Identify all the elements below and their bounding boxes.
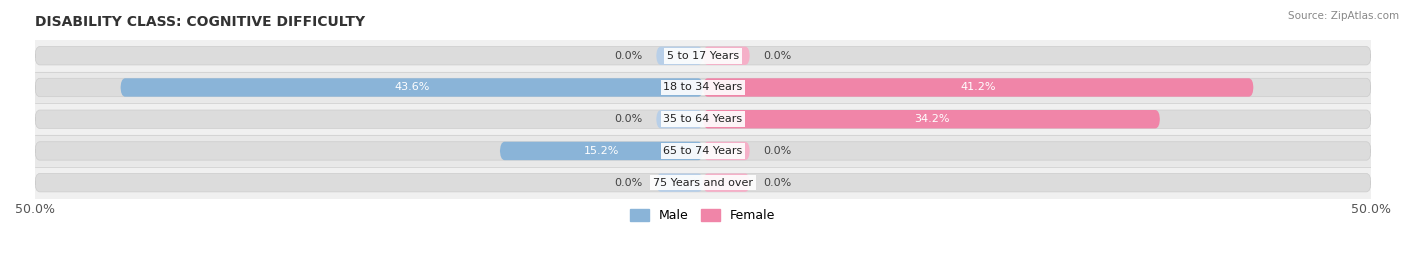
FancyBboxPatch shape [35, 78, 1371, 97]
FancyBboxPatch shape [35, 47, 1371, 65]
FancyBboxPatch shape [703, 110, 1160, 128]
FancyBboxPatch shape [35, 142, 1371, 160]
Bar [35, 103, 1371, 135]
Text: 0.0%: 0.0% [763, 51, 792, 61]
Text: 43.6%: 43.6% [394, 83, 429, 93]
Text: 5 to 17 Years: 5 to 17 Years [666, 51, 740, 61]
FancyBboxPatch shape [35, 174, 1371, 192]
Bar [35, 135, 1371, 167]
Text: 0.0%: 0.0% [614, 114, 643, 124]
Text: 65 to 74 Years: 65 to 74 Years [664, 146, 742, 156]
Text: 18 to 34 Years: 18 to 34 Years [664, 83, 742, 93]
FancyBboxPatch shape [657, 110, 703, 128]
Bar [35, 72, 1371, 103]
Text: 0.0%: 0.0% [614, 178, 643, 188]
FancyBboxPatch shape [657, 174, 703, 192]
Bar [35, 40, 1371, 72]
Text: 34.2%: 34.2% [914, 114, 949, 124]
Text: Source: ZipAtlas.com: Source: ZipAtlas.com [1288, 11, 1399, 21]
FancyBboxPatch shape [35, 110, 1371, 128]
FancyBboxPatch shape [703, 78, 1253, 97]
FancyBboxPatch shape [501, 142, 703, 160]
FancyBboxPatch shape [703, 47, 749, 65]
FancyBboxPatch shape [703, 174, 749, 192]
Text: 15.2%: 15.2% [583, 146, 619, 156]
Legend: Male, Female: Male, Female [626, 204, 780, 227]
Text: 0.0%: 0.0% [763, 178, 792, 188]
Text: 0.0%: 0.0% [614, 51, 643, 61]
Bar [35, 167, 1371, 199]
Text: 35 to 64 Years: 35 to 64 Years [664, 114, 742, 124]
Text: 75 Years and over: 75 Years and over [652, 178, 754, 188]
FancyBboxPatch shape [657, 47, 703, 65]
FancyBboxPatch shape [703, 142, 749, 160]
Text: 41.2%: 41.2% [960, 83, 995, 93]
FancyBboxPatch shape [121, 78, 703, 97]
Text: DISABILITY CLASS: COGNITIVE DIFFICULTY: DISABILITY CLASS: COGNITIVE DIFFICULTY [35, 15, 366, 29]
Text: 0.0%: 0.0% [763, 146, 792, 156]
